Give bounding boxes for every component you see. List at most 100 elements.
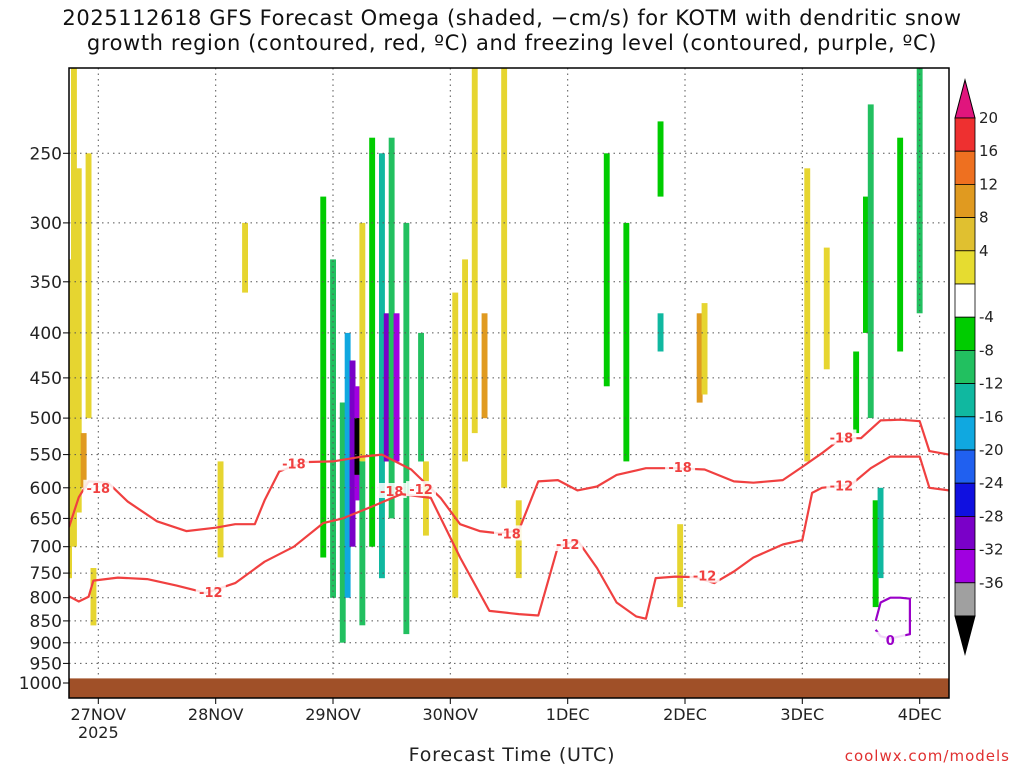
contour-label: -12 <box>830 479 854 494</box>
y-tick-label: 650 <box>30 509 62 529</box>
colorbar-label: 12 <box>979 175 998 193</box>
credit-link[interactable]: coolwx.com/models <box>844 747 1010 765</box>
omega-shading <box>69 68 923 643</box>
contour-label-bg <box>826 429 857 445</box>
colorbar-label: -36 <box>979 574 1004 592</box>
contour-label: -18 <box>668 461 692 476</box>
omega-cell <box>217 461 224 558</box>
colorbar-label: -16 <box>979 408 1004 426</box>
y-tick-label: 600 <box>30 479 62 499</box>
gridlines <box>69 68 949 698</box>
colorbar-label: 20 <box>979 109 998 127</box>
omega-cell <box>383 313 390 462</box>
colorbar-segment <box>954 482 976 517</box>
contours: -18-18-18-18-18-18-12-12-12-12-120 <box>69 418 949 649</box>
contour-label-bg <box>494 525 524 541</box>
colorbar-segment <box>954 416 976 451</box>
contour-label-bg <box>406 481 436 497</box>
omega-cell <box>423 461 429 536</box>
x-tick-label: 4DEC <box>898 705 942 724</box>
y-tick-label: 800 <box>30 589 62 609</box>
contour-label: -12 <box>199 586 223 601</box>
contour-label-bg <box>826 477 857 493</box>
y-tick-label: 350 <box>30 273 62 293</box>
y-tick-label: 750 <box>30 564 62 584</box>
omega-cell <box>90 568 97 626</box>
y-axis: 2503003504004505005506006507007508008509… <box>19 144 69 694</box>
x-tick-label: 30NOV <box>423 705 479 724</box>
contour-label-bg <box>83 479 114 495</box>
colorbar-label: -24 <box>979 474 1004 492</box>
plot-area <box>69 68 949 698</box>
colorbar-label: -12 <box>979 375 1004 393</box>
omega-cell <box>481 313 488 419</box>
omega-cell <box>916 68 923 314</box>
omega-cell <box>863 196 869 333</box>
colorbar-bottom-arrow <box>954 615 976 656</box>
colorbar-segment <box>954 349 976 384</box>
y-tick-label: 550 <box>30 446 62 466</box>
contour-label-bg <box>875 631 906 647</box>
colorbar-label: -32 <box>979 541 1004 559</box>
y-tick-label: 250 <box>30 144 62 164</box>
omega-cell <box>823 247 830 370</box>
contour-label: -12 <box>409 483 433 498</box>
omega-cell <box>85 153 92 419</box>
x-year-label: 2025 <box>78 723 119 742</box>
omega-cell <box>877 487 884 579</box>
terrain <box>69 678 949 698</box>
colorbar-segment <box>954 449 976 484</box>
contour-label: -12 <box>693 570 717 585</box>
colorbar-segment <box>954 516 976 551</box>
contour-label: -12 <box>556 538 580 553</box>
colorbar-label: -4 <box>979 308 994 326</box>
contour-label-bg <box>195 584 226 599</box>
colorbar-label: 8 <box>979 209 989 227</box>
x-tick-label: 1DEC <box>546 705 590 724</box>
colorbar-segment <box>954 250 976 285</box>
omega-cell <box>75 168 82 513</box>
omega-cell <box>897 137 904 352</box>
x-axis-label: Forecast Time (UTC) <box>408 744 616 766</box>
omega-cell <box>657 313 664 352</box>
omega-cell <box>853 351 860 434</box>
colorbar-segment <box>954 183 976 218</box>
plot-frame <box>68 67 950 699</box>
contour-label: -18 <box>87 482 111 497</box>
omega-cell <box>623 222 630 462</box>
contour-label: -18 <box>497 527 521 542</box>
omega-cell <box>330 259 336 598</box>
omega-cell <box>354 418 361 475</box>
omega-cell <box>69 259 72 579</box>
y-tick-label: 500 <box>30 409 62 429</box>
x-tick-label: 2DEC <box>663 705 707 724</box>
y-tick-label: 1000 <box>19 674 62 694</box>
y-tick-label: 850 <box>30 612 62 632</box>
omega-cell <box>393 313 400 462</box>
y-tick-label: 300 <box>30 214 62 234</box>
contour-label-bg <box>689 567 720 583</box>
colorbar-segment <box>954 383 976 418</box>
colorbar-label: -28 <box>979 507 1004 525</box>
omega-cell <box>388 137 395 519</box>
omega-cell <box>701 303 708 395</box>
chart-title-line1: 2025112618 GFS Forecast Omega (shaded, −… <box>62 6 962 30</box>
colorbar-segment <box>954 217 976 252</box>
omega-cell <box>462 259 468 462</box>
y-tick-label: 450 <box>30 369 62 389</box>
omega-cell <box>418 332 424 462</box>
y-tick-label: 900 <box>30 634 62 654</box>
colorbar-segment <box>954 549 976 584</box>
omega-cell <box>501 68 508 488</box>
x-tick-label: 3DEC <box>780 705 824 724</box>
omega-cell <box>379 153 385 579</box>
omega-cell <box>369 137 376 547</box>
colorbar-segment <box>954 117 976 152</box>
colorbar: 20 16 12 8 4 -4 -8 -12 -16 -20 -24 -28 -32 -36 <box>954 78 1004 656</box>
omega-cell <box>349 360 356 547</box>
colorbar-segment <box>954 316 976 351</box>
x-tick-label: 27NOV <box>71 705 127 724</box>
colorbar-segment <box>954 283 976 318</box>
terrain-block <box>69 678 949 698</box>
